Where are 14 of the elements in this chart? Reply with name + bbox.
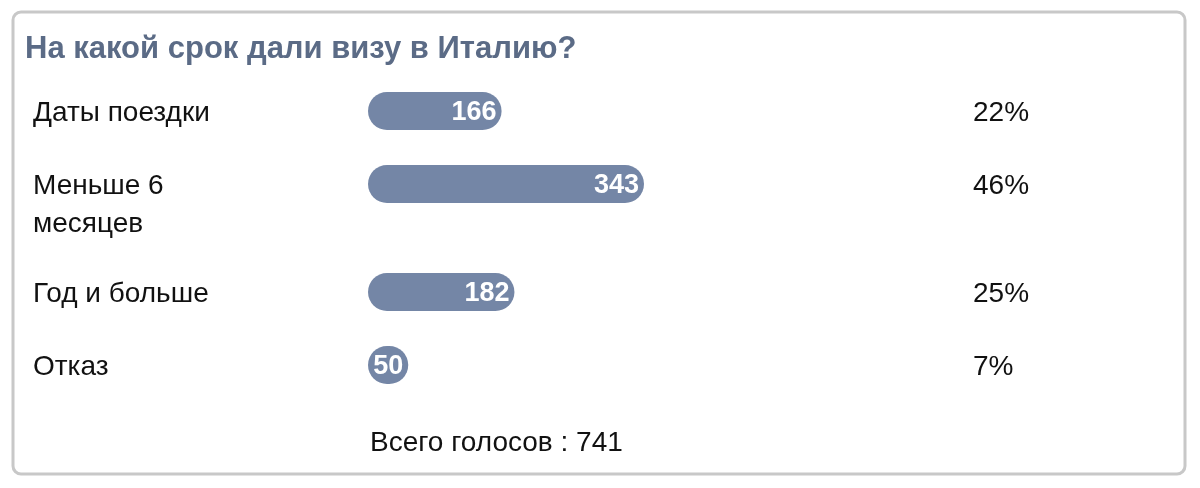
text: Всего голосов : 741 xyxy=(370,426,623,457)
y-tick-label: Год и больше xyxy=(33,277,209,308)
y-tick-label: Меньше 6 месяцев xyxy=(33,169,164,238)
data-label: 166 xyxy=(451,96,497,126)
text: 46% xyxy=(973,169,1030,200)
data-label: 343 xyxy=(593,169,639,199)
text: 22% xyxy=(973,96,1030,127)
y-tick-label: Даты поездки xyxy=(33,96,210,127)
chart-title: На какой срок дали визу в Италию? xyxy=(25,30,577,65)
y-tick-label: Отказ xyxy=(33,350,109,381)
text: 7% xyxy=(973,350,1014,381)
data-label: 50 xyxy=(373,350,404,380)
data-label: 182 xyxy=(464,277,510,307)
text: 25% xyxy=(973,277,1030,308)
